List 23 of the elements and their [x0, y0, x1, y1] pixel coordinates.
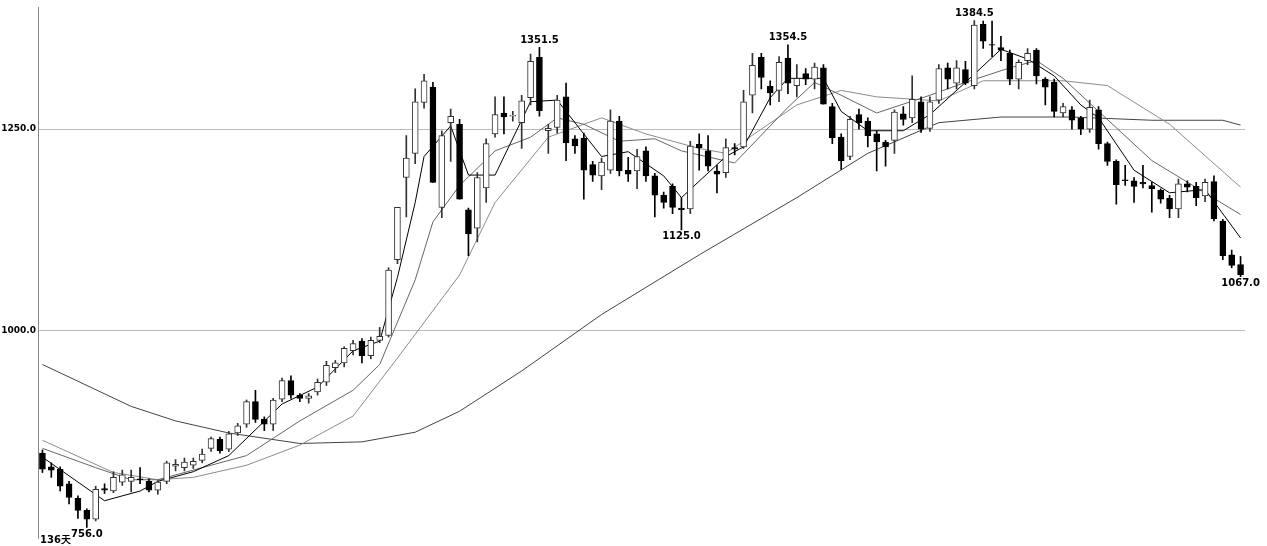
annotation: 1351.5: [520, 33, 559, 45]
annotation: 1125.0: [662, 230, 701, 242]
annotation: 136天: [40, 533, 72, 545]
annotation: 756.0: [70, 527, 103, 539]
y-tick-label: 1250.0: [1, 123, 36, 134]
annotation: 1067.0: [1221, 277, 1260, 289]
y-tick-label: 1000.0: [1, 324, 36, 335]
candlestick: [793, 64, 801, 98]
candlestick: [127, 469, 135, 493]
annotation: 1354.5: [768, 31, 808, 43]
candlestick: [136, 467, 144, 485]
candlestick: [305, 393, 313, 404]
candlestick: [544, 123, 552, 154]
candlestick: [447, 108, 455, 162]
annotation: 1384.5: [955, 7, 994, 19]
candlestick: [624, 157, 632, 182]
candlestick: [731, 143, 739, 156]
candlestick: [1148, 181, 1156, 213]
candlestick: [695, 133, 703, 171]
candlestick: [873, 130, 881, 172]
candlestick: [509, 111, 517, 122]
candlestick: [402, 135, 410, 218]
candlestick: [1121, 165, 1129, 186]
